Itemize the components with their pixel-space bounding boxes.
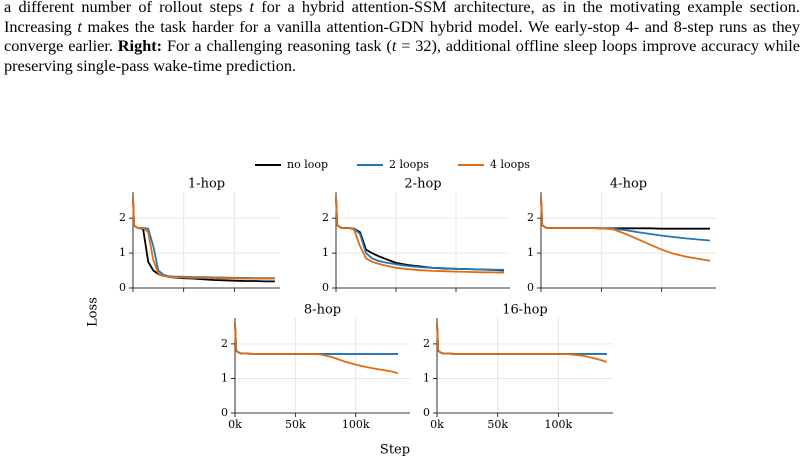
y-tick-label: 2 (221, 337, 228, 350)
series-line (335, 197, 505, 274)
legend-label: 4 loops (490, 158, 530, 171)
x-tick-label: 100k (545, 418, 573, 431)
series-line (436, 323, 607, 355)
y-tick-label: 0 (527, 281, 534, 294)
chart-title: 2-hop (404, 177, 441, 192)
chart-title: 4-hop (610, 177, 647, 192)
y-axis-label: Loss (86, 297, 101, 327)
caption-text: = 32), additional offline sleep loops im… (4, 36, 800, 75)
y-tick-label: 0 (119, 281, 126, 294)
series-line (540, 197, 711, 262)
y-tick-label: 2 (527, 211, 534, 224)
caption-text: for a hybrid attention-SSM architecture,… (4, 0, 800, 36)
chart-title: 16-hop (502, 303, 547, 318)
series-line (234, 323, 398, 355)
y-tick-label: 1 (221, 371, 228, 384)
series-line (132, 197, 275, 283)
caption-math: t (77, 16, 82, 36)
y-tick-label: 2 (423, 337, 430, 350)
caption-bold: Right: (117, 36, 163, 55)
series-line (234, 323, 398, 355)
caption-text: makes the task harder for a vanilla atte… (4, 16, 801, 56)
series-line (132, 197, 275, 280)
caption-math: t (391, 36, 397, 55)
caption-math: t (249, 0, 255, 16)
legend-label: 2 loops (389, 158, 429, 171)
series-line (132, 197, 275, 280)
series-line (234, 323, 399, 375)
y-tick-label: 0 (221, 406, 228, 419)
x-tick-label: 0k (228, 418, 242, 431)
series-line (335, 197, 505, 272)
x-tick-label: 50k (285, 418, 306, 431)
caption-text: For a challenging reasoning task ( (162, 36, 392, 55)
y-tick-label: 1 (527, 246, 534, 259)
series-line (436, 323, 607, 355)
y-tick-label: 2 (119, 211, 126, 224)
y-tick-label: 1 (423, 371, 430, 384)
x-axis-label: Step (380, 443, 410, 458)
y-tick-label: 2 (322, 211, 329, 224)
legend-label: no loop (287, 158, 328, 171)
y-tick-label: 0 (322, 281, 329, 294)
chart-title: 8-hop (304, 303, 341, 318)
x-tick-label: 50k (487, 418, 508, 431)
x-tick-label: 100k (342, 418, 370, 431)
x-tick-label: 0k (430, 418, 444, 431)
series-line (540, 197, 710, 230)
y-tick-label: 1 (119, 246, 126, 259)
y-tick-label: 1 (322, 246, 329, 259)
series-line (436, 323, 608, 363)
caption-text: a different number of rollout steps (4, 0, 250, 16)
y-tick-label: 0 (423, 406, 430, 419)
chart-title: 1-hop (188, 177, 225, 192)
caption: a different number of rollout steps t fo… (4, 0, 800, 75)
